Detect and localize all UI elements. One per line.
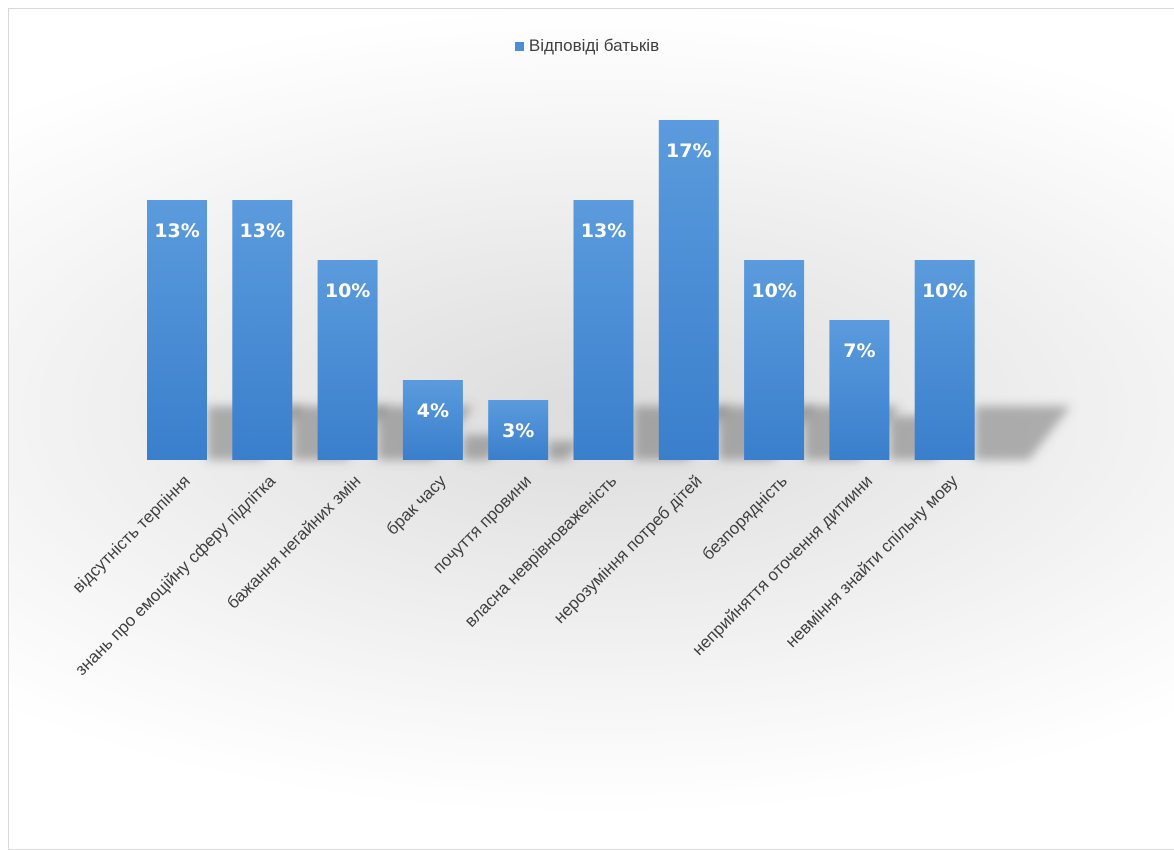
bars-group <box>147 120 975 460</box>
bar-8 <box>744 260 805 460</box>
bar-4 <box>402 380 463 460</box>
bar-1 <box>147 200 207 460</box>
data-label-1: 13% <box>154 220 199 242</box>
data-label-4: 4% <box>417 400 449 422</box>
bar-2 <box>232 200 293 460</box>
category-label-10: невміння знайти спільну мову <box>782 471 962 651</box>
category-label-9: неприйняття оточення дитиини <box>689 471 877 659</box>
bar-5 <box>488 400 549 460</box>
legend-label: Відповіді батьків <box>528 36 660 55</box>
bar-shadow <box>548 441 582 460</box>
data-label-10: 10% <box>922 280 967 302</box>
legend: Відповіді батьків <box>0 36 1174 56</box>
data-label-5: 3% <box>502 420 534 442</box>
data-label-7: 17% <box>666 140 711 162</box>
bar-9 <box>829 320 890 460</box>
data-labels-group: 13% 13% 10% 4% 3% 13% 17% 10% 7% 10% <box>154 140 967 442</box>
bar-shadow <box>974 406 1071 460</box>
category-label-4: брак часу <box>382 471 450 539</box>
bar-10 <box>914 260 975 460</box>
data-label-2: 13% <box>240 220 285 242</box>
data-label-3: 10% <box>325 280 370 302</box>
bar-3 <box>317 260 378 460</box>
bar-6 <box>573 200 634 460</box>
bar-7 <box>658 120 719 460</box>
category-label-8: безпорядність <box>698 471 791 564</box>
data-label-9: 7% <box>843 340 875 362</box>
category-label-6: власна неврівноваженість <box>461 471 621 631</box>
data-label-8: 10% <box>751 280 796 302</box>
legend-swatch <box>514 41 524 51</box>
data-label-6: 13% <box>581 220 626 242</box>
category-label-7: нерозуміння потреб дітей <box>550 471 706 627</box>
